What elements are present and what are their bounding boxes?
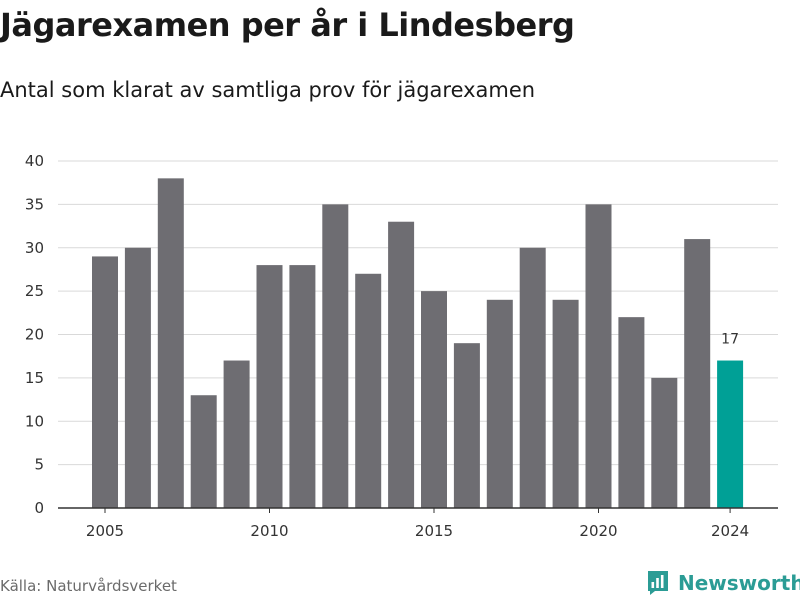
y-tick-label-0: 0 bbox=[34, 499, 44, 517]
bar-2021 bbox=[618, 317, 645, 508]
y-tick-label-40: 40 bbox=[25, 152, 44, 170]
bar-2019 bbox=[552, 299, 579, 508]
bar-2022 bbox=[651, 377, 678, 508]
x-tick-label-2010: 2010 bbox=[250, 522, 288, 540]
brand-logo[interactable]: Newsworthy bbox=[646, 570, 800, 596]
bar-2010 bbox=[256, 265, 283, 508]
y-tick-label-5: 5 bbox=[34, 456, 44, 474]
bar-2009 bbox=[223, 360, 250, 508]
y-tick-label-20: 20 bbox=[25, 326, 44, 344]
bar-2005 bbox=[92, 256, 118, 508]
x-tick-label-2005: 2005 bbox=[86, 522, 124, 540]
x-axis-ticks: 2005 2010 2015 2020 2024 bbox=[86, 508, 749, 540]
bar-2012 bbox=[322, 204, 349, 508]
source-note: Källa: Naturvårdsverket bbox=[0, 577, 177, 595]
x-tick-label-2015: 2015 bbox=[415, 522, 453, 540]
bar-2006 bbox=[124, 247, 151, 508]
data-labels: 17 bbox=[721, 332, 739, 348]
y-tick-label-35: 35 bbox=[25, 195, 44, 213]
bar-2018 bbox=[519, 247, 546, 508]
x-tick-label-2024: 2024 bbox=[711, 522, 749, 540]
bar-2014 bbox=[388, 221, 415, 508]
y-axis-ticks: 0 5 10 15 20 25 30 35 40 bbox=[25, 152, 44, 517]
bar-2007 bbox=[157, 178, 184, 508]
bar-2017 bbox=[486, 299, 513, 508]
x-tick-label-2020: 2020 bbox=[579, 522, 617, 540]
newsworthy-logo-icon bbox=[648, 571, 668, 595]
data-label-2024: 17 bbox=[721, 332, 739, 348]
y-tick-label-25: 25 bbox=[25, 282, 44, 300]
brand-name: Newsworthy bbox=[678, 571, 800, 595]
bar-2020 bbox=[585, 204, 612, 508]
bar-2015 bbox=[421, 291, 447, 508]
bar-2016 bbox=[453, 343, 480, 508]
y-tick-label-15: 15 bbox=[25, 369, 44, 387]
bar-2023 bbox=[684, 239, 711, 508]
chart-title: Jägarexamen per år i Lindesberg bbox=[0, 6, 575, 44]
bars bbox=[92, 178, 744, 508]
chart-subtitle: Antal som klarat av samtliga prov för jä… bbox=[0, 78, 536, 102]
y-tick-label-10: 10 bbox=[25, 412, 44, 430]
bar-2013 bbox=[355, 273, 382, 508]
bar-2011 bbox=[289, 265, 316, 508]
bar-2024 bbox=[717, 360, 744, 508]
bar-chart: 0 5 10 15 20 25 30 35 40 17 2005 2010 2015 2020 2024 bbox=[25, 152, 778, 540]
y-tick-label-30: 30 bbox=[25, 239, 44, 257]
bar-2008 bbox=[190, 395, 217, 508]
